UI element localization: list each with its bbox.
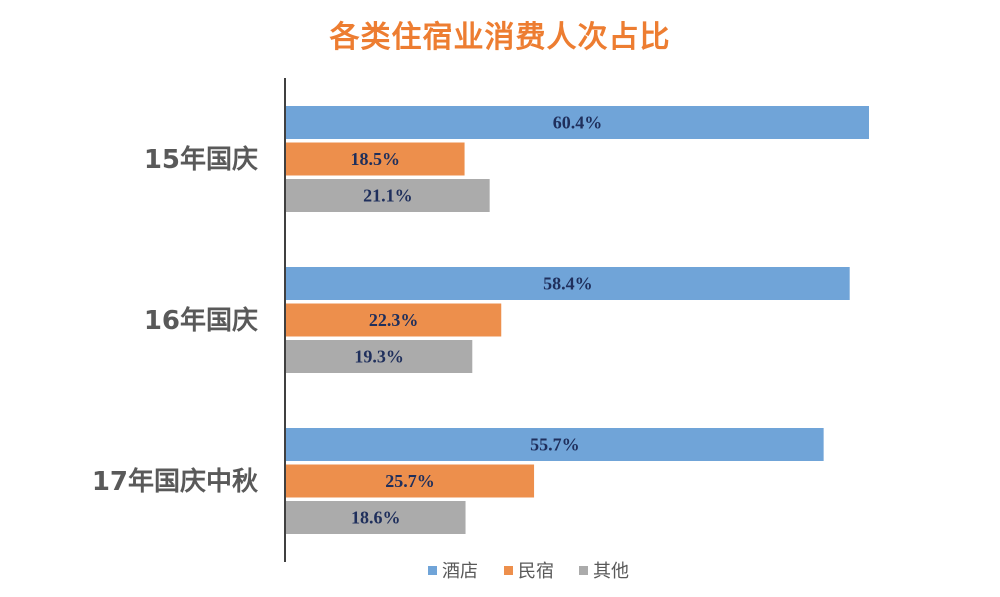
category-label: 15年国庆 [144, 144, 258, 175]
bars-layer [286, 106, 869, 534]
legend-label: 民宿 [518, 561, 554, 582]
bar [286, 179, 490, 212]
bar [286, 303, 502, 337]
legend-label: 其他 [593, 561, 629, 582]
data-label: 25.7% [385, 471, 435, 491]
chart-title: 各类住宿业消费人次占比 [329, 20, 671, 55]
data-label: 19.3% [354, 347, 404, 367]
legend-swatch [504, 566, 513, 575]
bar [286, 428, 824, 461]
data-label: 58.4% [543, 274, 593, 294]
bar [286, 501, 466, 534]
data-label: 55.7% [530, 435, 580, 455]
data-label: 22.3% [369, 310, 419, 330]
bar [286, 106, 869, 139]
bar [286, 464, 535, 498]
bar [286, 267, 850, 300]
category-label: 17年国庆中秋 [92, 466, 259, 497]
legend-label: 酒店 [442, 561, 478, 582]
data-label: 60.4% [553, 113, 603, 133]
data-label: 18.6% [351, 508, 401, 528]
legend: 酒店 民宿 其他 [428, 561, 629, 582]
legend-swatch [579, 566, 588, 575]
bar [286, 340, 473, 373]
data-label: 21.1% [363, 186, 413, 206]
labels-layer: 60.4% 18.5% 21.1% 15年国庆 58.4% 22.3% 19.3% 16年国庆… [92, 113, 602, 528]
bar [286, 142, 465, 176]
data-label: 18.5% [351, 149, 401, 169]
category-label: 16年国庆 [144, 305, 258, 336]
legend-swatch [428, 566, 437, 575]
